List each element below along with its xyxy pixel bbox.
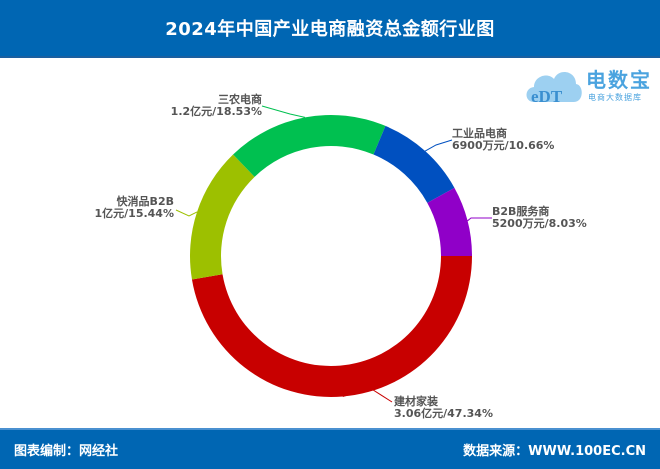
leader-line bbox=[261, 105, 306, 118]
chart-footer: 图表编制：网经社 数据来源：WWW.100EC.CN bbox=[0, 428, 660, 469]
label-kuaixiaopin: 快消品B2B 1亿元/15.44% bbox=[94, 195, 175, 220]
footer-credit: 图表编制：网经社 bbox=[14, 444, 119, 459]
chart-header: 2024年中国产业电商融资总金额行业图 bbox=[0, 0, 660, 58]
donut-slice bbox=[191, 256, 473, 397]
chart-title: 2024年中国产业电商融资总金额行业图 bbox=[165, 19, 495, 40]
donut-slice bbox=[190, 154, 255, 280]
cloud-logo-icon: eDT bbox=[526, 71, 582, 106]
label-sannong: 三农电商 1.2亿元/18.53% bbox=[170, 93, 262, 118]
leader-line bbox=[424, 139, 453, 152]
leader-line bbox=[467, 217, 492, 222]
logo: eDT 电数宝 电商大数据库 bbox=[522, 62, 652, 108]
leader-line bbox=[175, 209, 198, 217]
label-b2b-service: B2B服务商 5200万元/8.03% bbox=[492, 205, 587, 230]
label-jiancai: 建材家装 3.06亿元/47.34% bbox=[394, 395, 493, 420]
logo-brand: 电数宝 bbox=[586, 68, 652, 92]
svg-text:eDT: eDT bbox=[531, 87, 563, 106]
donut-slice bbox=[373, 125, 455, 203]
logo-subtitle: 电商大数据库 bbox=[588, 93, 642, 102]
footer-source: 数据来源：WWW.100EC.CN bbox=[463, 444, 646, 459]
donut-slice bbox=[427, 187, 472, 256]
donut-slice bbox=[233, 115, 386, 177]
leader-line bbox=[342, 387, 393, 403]
label-gongyepin: 工业品电商 6900万元/10.66% bbox=[452, 127, 555, 152]
